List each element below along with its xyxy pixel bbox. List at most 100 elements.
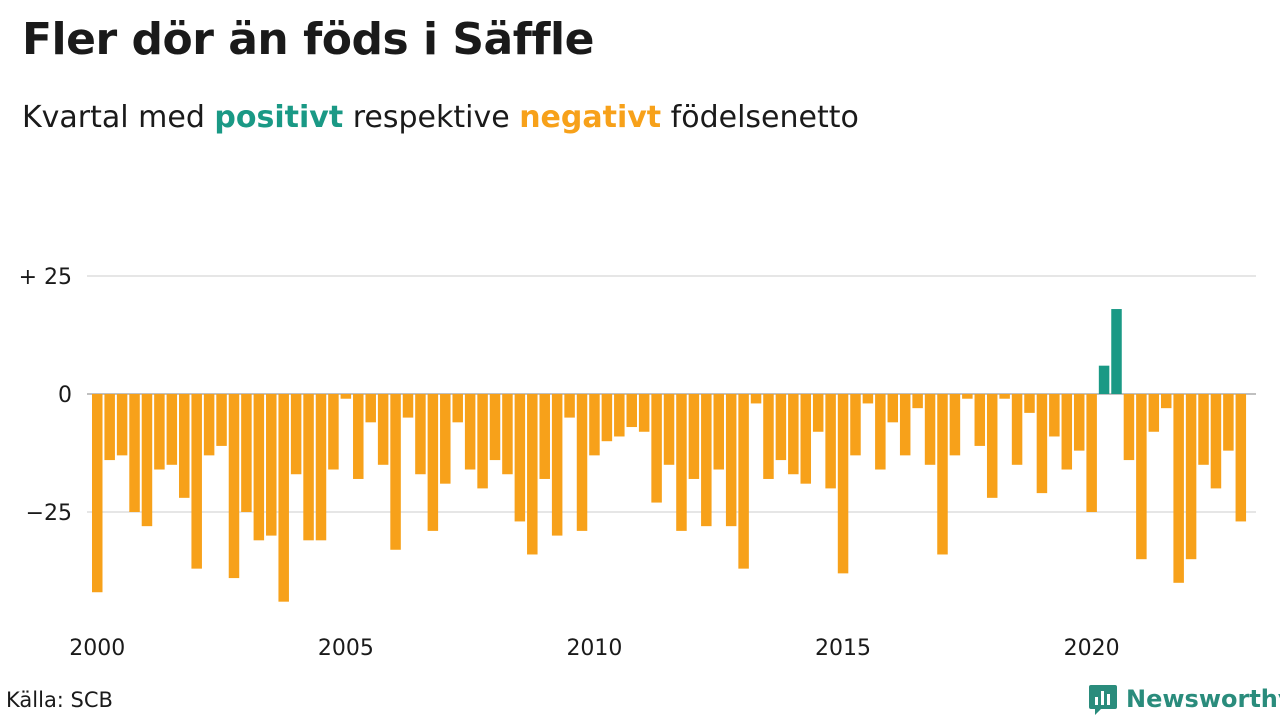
bar-negative <box>477 394 488 489</box>
bar-negative <box>924 394 936 465</box>
bar-negative <box>166 394 178 465</box>
bar-negative <box>850 394 861 456</box>
bar-negative <box>1086 394 1097 512</box>
subtitle-positive-label: positivt <box>214 100 344 135</box>
bar-negative <box>638 394 650 432</box>
bar-negative <box>1210 394 1222 489</box>
bar-negative <box>701 394 712 527</box>
bar-negative <box>402 394 414 418</box>
bar-negative <box>999 394 1010 399</box>
bar-negative <box>912 394 923 409</box>
bar-negative <box>725 394 737 527</box>
bar-negative <box>203 394 215 456</box>
bar-negative <box>626 394 637 428</box>
bar-negative <box>228 394 240 579</box>
subtitle-negative-label: negativt <box>519 100 662 135</box>
bar-negative <box>899 394 911 456</box>
bar-negative <box>1173 394 1184 583</box>
bar-negative <box>502 394 513 475</box>
bar-negative <box>614 394 625 437</box>
bar-negative <box>514 394 526 522</box>
x-tick-label: 2000 <box>69 636 125 661</box>
bar-negative <box>92 394 103 593</box>
bar-negative <box>564 394 575 418</box>
bar-negative <box>1148 394 1160 432</box>
bar-negative <box>1185 394 1197 560</box>
bar-negative <box>365 394 376 423</box>
bar-negative <box>141 394 153 527</box>
bar-negative <box>489 394 501 461</box>
bar-negative <box>241 394 252 512</box>
bar-negative <box>353 394 364 479</box>
bar-negative <box>812 394 824 432</box>
bar-negative <box>887 394 899 423</box>
bar-negative <box>1061 394 1073 470</box>
subtitle-text-middle: respektive <box>343 100 520 135</box>
bar-negative <box>390 394 401 550</box>
bar-chart-icon <box>1089 685 1117 715</box>
bar-negative <box>800 394 812 484</box>
bar-negative <box>129 394 140 512</box>
bar-negative <box>1136 394 1147 560</box>
bars-layer <box>92 309 1247 602</box>
chart-title: Fler dör än föds i Säffle <box>22 14 594 65</box>
bar-negative <box>1160 394 1172 409</box>
x-tick-label: 2005 <box>318 636 374 661</box>
bar-negative <box>216 394 227 446</box>
bar-negative <box>527 394 538 555</box>
bar-negative <box>328 394 339 470</box>
bar-negative <box>738 394 749 569</box>
x-tick-label: 2015 <box>815 636 871 661</box>
bar-negative <box>452 394 463 423</box>
bar-negative <box>104 394 115 461</box>
bar-negative <box>601 394 613 442</box>
bar-negative <box>464 394 476 470</box>
subtitle-text-after: födelsenetto <box>661 100 859 135</box>
bar-negative <box>837 394 849 574</box>
y-tick-label: −25 <box>26 501 72 526</box>
bar-negative <box>154 394 165 470</box>
source-note: Källa: SCB <box>6 688 113 712</box>
bar-negative <box>688 394 700 479</box>
bar-negative <box>539 394 550 479</box>
bar-negative <box>551 394 563 536</box>
bar-negative <box>290 394 302 475</box>
bar-negative <box>315 394 327 541</box>
bar-negative <box>663 394 675 465</box>
brand-name: Newsworthy <box>1126 685 1280 713</box>
bar-negative <box>1024 394 1035 413</box>
bar-positive <box>1111 309 1122 394</box>
bar-negative <box>427 394 439 531</box>
bar-negative <box>949 394 961 456</box>
bar-negative <box>1198 394 1209 465</box>
bar-negative <box>1036 394 1048 494</box>
bar-negative <box>875 394 886 470</box>
bar-negative <box>589 394 600 456</box>
bar-negative <box>651 394 662 503</box>
bar-negative <box>825 394 836 489</box>
bar-negative <box>116 394 128 456</box>
bar-negative <box>1011 394 1023 465</box>
brand-logo: Newsworthy <box>1088 682 1280 716</box>
axis-layer: + 25 0 −25 2000 2005 2010 2015 2020 <box>19 265 1120 661</box>
bar-negative <box>1223 394 1234 451</box>
y-tick-label: 0 <box>58 383 72 408</box>
bar-negative <box>676 394 687 531</box>
bar-negative <box>1049 394 1060 437</box>
bar-negative <box>1235 394 1247 522</box>
bar-negative <box>191 394 202 569</box>
bar-negative <box>1073 394 1085 451</box>
bar-negative <box>303 394 314 541</box>
bar-negative <box>775 394 787 461</box>
bar-negative <box>179 394 190 498</box>
bar-negative <box>788 394 799 475</box>
bar-negative <box>340 394 352 399</box>
bar-negative <box>440 394 451 484</box>
x-tick-label: 2010 <box>566 636 622 661</box>
bar-negative <box>937 394 948 555</box>
bar-negative <box>377 394 389 465</box>
bar-positive <box>1098 365 1110 394</box>
x-tick-label: 2020 <box>1064 636 1120 661</box>
bar-negative <box>974 394 986 446</box>
